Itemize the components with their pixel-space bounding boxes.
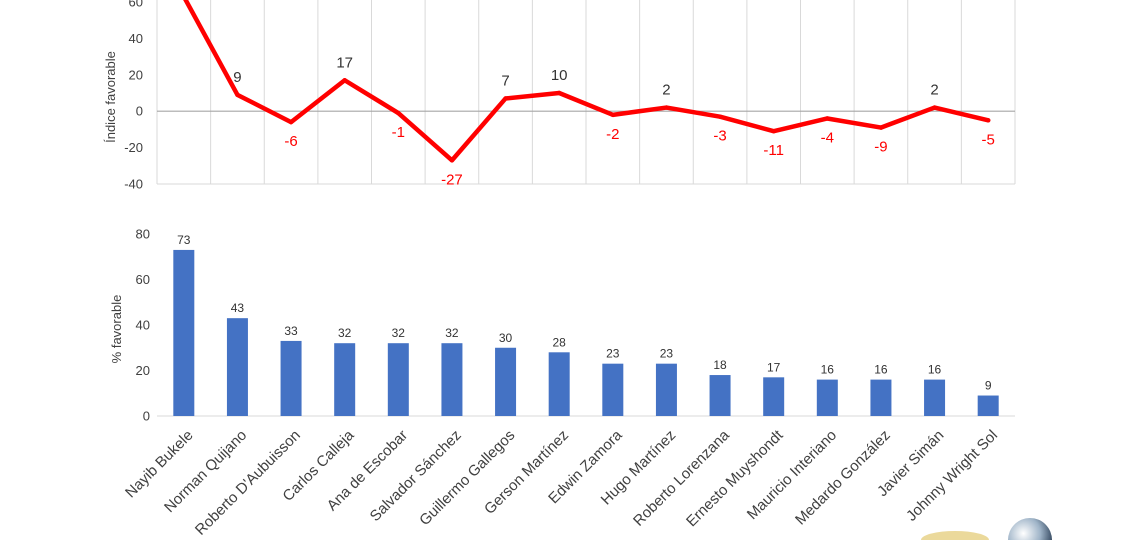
data-label: -3: [713, 128, 726, 145]
line-chart-favorability-index: -40 -20 0 20 40 60 Índice favorable 9 -6 17 -1 -27 7…: [103, 0, 1016, 192]
bar-value-label: 43: [231, 301, 245, 315]
data-label: -6: [284, 133, 297, 150]
bar: [280, 340, 302, 416]
y-tick-label: 0: [143, 409, 150, 424]
bar-chart-percent-favorable: 0 20 40 60 80 % favorable 73 43 33 32 32 32 30 28 23 23…: [109, 227, 1015, 539]
bar: [655, 363, 677, 416]
bar: [495, 347, 517, 416]
bar-value-label: 32: [445, 326, 459, 340]
bar: [548, 352, 570, 416]
category-label-mauricio-interiano: Mauricio Interiano: [744, 427, 840, 523]
data-point: [449, 158, 455, 163]
bar: [763, 377, 785, 416]
bar-value-label: 18: [713, 358, 727, 372]
bar: [334, 343, 356, 416]
data-label: 2: [662, 82, 670, 99]
data-point: [503, 96, 508, 101]
y-tick-label: -20: [124, 140, 143, 155]
y-tick-label: 40: [129, 31, 143, 46]
data-point: [932, 105, 937, 110]
data-point: [396, 110, 401, 116]
bar-value-label: 16: [821, 363, 835, 377]
data-point: [717, 114, 723, 119]
y-tick-label: 20: [129, 67, 143, 82]
data-label: 17: [336, 54, 353, 71]
bar-value-label: 9: [985, 379, 992, 393]
bar: [924, 379, 946, 416]
data-point: [825, 116, 830, 121]
bar: [709, 375, 731, 416]
y-tick-label: 60: [129, 0, 143, 10]
data-label: -1: [392, 124, 405, 141]
data-label: 2: [930, 82, 938, 99]
bar-value-label: 17: [767, 360, 781, 374]
bar-value-label: 23: [660, 347, 674, 361]
data-label: -9: [874, 139, 887, 156]
favorability-index-line: [183, 0, 991, 163]
y-axis-title: % favorable: [109, 295, 124, 364]
bar-value-label: 32: [338, 326, 352, 340]
data-point: [288, 119, 294, 125]
data-point: [878, 125, 884, 130]
bar-value-label: 33: [284, 324, 298, 338]
data-label: 10: [551, 67, 568, 84]
bar-value-label: 28: [553, 335, 567, 349]
y-tick-label: 40: [136, 318, 150, 333]
category-label-ernesto-muyshondt: Ernesto Muyshondt: [683, 426, 787, 530]
bar: [816, 379, 838, 416]
category-label-medardo-gonzalez: Medardo González: [792, 427, 894, 529]
bar-value-label: 73: [177, 233, 191, 247]
bar: [387, 343, 409, 416]
bar: [977, 395, 999, 416]
data-point: [610, 112, 616, 118]
bar-value-label: 16: [874, 363, 888, 377]
y-tick-label: 20: [136, 363, 150, 378]
data-label: -2: [606, 126, 619, 143]
data-point: [342, 78, 347, 83]
y-tick-label: 60: [136, 272, 150, 287]
data-label: -5: [982, 131, 995, 148]
data-point: [664, 105, 669, 110]
bar: [226, 318, 248, 416]
bar: [441, 343, 463, 416]
bar: [602, 363, 624, 416]
bar: [173, 249, 195, 416]
category-label-guillermo-gallegos: Guillermo Gallegos: [416, 427, 518, 529]
y-tick-label: -40: [124, 177, 143, 192]
data-label: 9: [233, 69, 241, 86]
bar-value-label: 32: [392, 326, 406, 340]
category-label-johnny-wright-sol: Johnny Wright Sol: [903, 427, 1001, 525]
data-point: [556, 90, 562, 96]
category-label-salvador-sanchez: Salvador Sánchez: [367, 427, 465, 525]
data-point: [771, 129, 776, 134]
data-label: -27: [441, 171, 463, 188]
logo-gold-mark: [921, 531, 989, 545]
data-label: -11: [763, 142, 784, 159]
category-label-roberto-d-aubuisson: Roberto D'Aubuisson: [192, 427, 304, 539]
bar: [870, 379, 892, 416]
bar-value-label: 30: [499, 331, 513, 345]
y-axis-title: Índice favorable: [103, 51, 118, 143]
data-point: [235, 92, 240, 98]
category-label-roberto-lorenzana: Roberto Lorenzana: [630, 426, 733, 529]
bar-value-label: 16: [928, 363, 942, 377]
y-tick-label: 80: [136, 227, 150, 242]
y-tick-label: 0: [136, 104, 143, 119]
data-point: [985, 118, 991, 123]
logo: [921, 518, 1052, 545]
bar-value-label: 23: [606, 347, 620, 361]
data-label: -4: [821, 129, 834, 146]
globe-icon: [1008, 518, 1052, 545]
data-label: 7: [501, 72, 509, 89]
